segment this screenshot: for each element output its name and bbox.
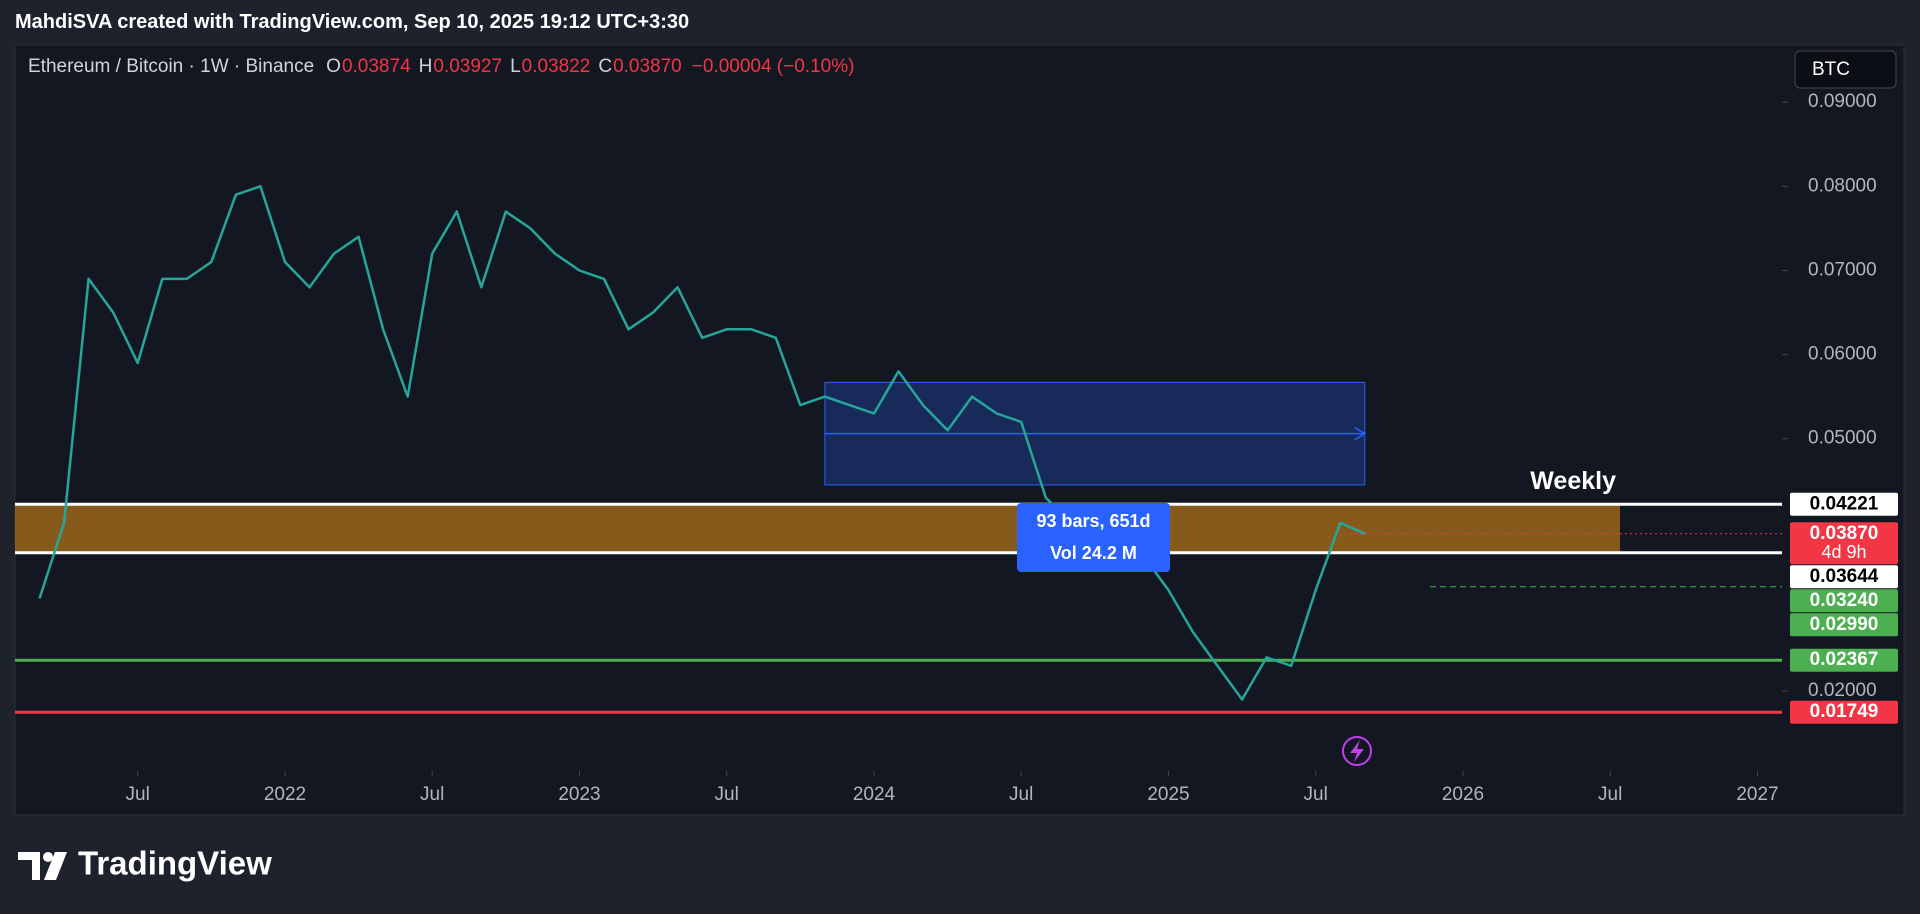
footer-brand: TradingView	[78, 845, 272, 882]
ohlc-key: C	[598, 56, 613, 77]
price-label-bg	[1790, 589, 1898, 613]
price-label: 0.02367	[1810, 649, 1879, 670]
measure-tooltip	[1017, 503, 1170, 572]
countdown-label: 4d 9h	[1821, 542, 1866, 562]
price-label-bg	[1790, 700, 1898, 724]
x-tick-label: 2026	[1442, 784, 1484, 805]
x-tick-label: Jul	[1009, 784, 1033, 805]
price-label: 0.01749	[1810, 701, 1879, 722]
y-tick-label: 0.09000	[1808, 91, 1877, 112]
symbol-title: Ethereum / Bitcoin · 1W · Binance	[28, 56, 315, 77]
price-label: 0.04221	[1810, 493, 1879, 514]
logo-slash	[44, 852, 67, 880]
logo-dot	[43, 852, 53, 862]
x-tick-label: Jul	[126, 784, 150, 805]
y-tick-label: 0.08000	[1808, 175, 1877, 196]
price-change: −0.00004 (−0.10%)	[691, 56, 855, 77]
currency-label: BTC	[1812, 59, 1850, 80]
footer-logo	[18, 852, 67, 880]
ohlc-value: 0.03822	[521, 56, 591, 77]
x-tick-label: Jul	[715, 784, 739, 805]
price-label-bg	[1790, 565, 1898, 589]
attribution: MahdiSVA created with TradingView.com, S…	[15, 11, 690, 33]
support-zone	[15, 504, 1620, 553]
logo-mark	[18, 852, 40, 880]
x-tick-label: 2022	[264, 784, 306, 805]
y-tick-label: 0.05000	[1808, 428, 1877, 449]
price-label-bg	[1790, 522, 1898, 565]
ohlc-value: 0.03870	[613, 56, 682, 77]
price-label-bg	[1790, 648, 1898, 672]
icon-ring	[1342, 736, 1372, 766]
y-tick-label: 0.07000	[1808, 259, 1877, 280]
ohlc-value: 0.03874	[341, 56, 411, 77]
price-label: 0.03240	[1810, 590, 1879, 611]
ohlc-value: 0.03927	[433, 56, 503, 77]
x-tick-label: 2023	[558, 784, 600, 805]
measure-text: Vol 24.2 M	[1050, 543, 1137, 563]
ohlc-key: L	[510, 56, 521, 77]
chart-panel	[14, 44, 1905, 816]
price-label-bg	[1790, 613, 1898, 637]
x-tick-label: Jul	[420, 784, 444, 805]
measure-arrowhead	[1354, 427, 1367, 441]
ohlc-key: O	[326, 56, 341, 77]
price-label: 0.03870	[1810, 523, 1879, 544]
measure-text: 93 bars, 651d	[1036, 511, 1150, 531]
x-tick-label: Jul	[1304, 784, 1328, 805]
x-tick-label: 2025	[1147, 784, 1189, 805]
price-label: 0.03644	[1810, 566, 1879, 587]
x-tick-label: 2024	[853, 784, 896, 805]
zone-label: Weekly	[1530, 467, 1616, 495]
x-tick-label: 2027	[1736, 784, 1778, 805]
lightning-icon[interactable]	[1342, 736, 1372, 766]
x-tick-label: Jul	[1598, 784, 1622, 805]
price-label: 0.02990	[1810, 614, 1879, 635]
price-label-bg	[1790, 492, 1898, 516]
y-tick-label: 0.02000	[1808, 680, 1877, 701]
currency-button[interactable]	[1794, 50, 1897, 89]
symbol-legend: Ethereum / Bitcoin · 1W · Binance O 0.038…	[28, 56, 856, 78]
icon-bolt	[1350, 740, 1364, 762]
y-tick-label: 0.06000	[1808, 344, 1877, 365]
ohlc-key: H	[418, 56, 433, 77]
